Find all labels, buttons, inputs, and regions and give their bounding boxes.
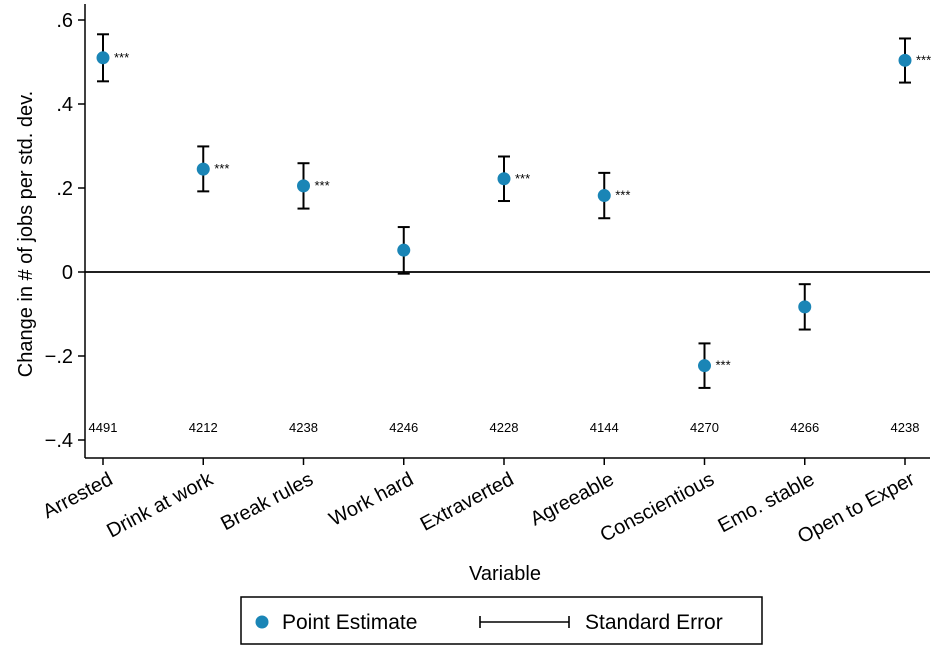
point-estimate	[597, 189, 611, 203]
point-estimate	[798, 300, 812, 314]
legend-point-marker	[255, 615, 269, 629]
significance-label: ***	[515, 171, 530, 186]
legend-point-label: Point Estimate	[282, 611, 417, 634]
y-axis-title: Change in # of jobs per std. dev.	[15, 91, 37, 377]
observation-count: 4246	[389, 420, 418, 435]
significance-label: ***	[315, 178, 330, 193]
x-tick-label: Drink at work	[103, 468, 217, 543]
point-estimate	[297, 179, 310, 193]
point-estimate	[196, 162, 210, 176]
observation-count: 4212	[189, 420, 218, 435]
observation-count: 4144	[590, 420, 619, 435]
y-tick-label: .6	[56, 10, 73, 32]
x-tick-label: Conscientious	[597, 468, 718, 546]
point-estimate	[698, 359, 711, 373]
observation-count: 4266	[790, 420, 819, 435]
legend: Point Estimate Standard Error	[240, 596, 763, 645]
y-tick-label: 0	[62, 262, 73, 284]
y-tick-label: .4	[56, 94, 73, 116]
point-estimate	[497, 172, 511, 186]
y-tick-label: .2	[56, 178, 73, 200]
legend-error-label: Standard Error	[585, 611, 723, 634]
observation-count: 4238	[289, 420, 318, 435]
point-estimate	[96, 51, 110, 65]
x-tick-label: Break rules	[217, 468, 317, 535]
x-tick-label: Agreeable	[527, 468, 618, 530]
y-tick-label: −.4	[45, 430, 73, 452]
observation-count: 4228	[490, 420, 519, 435]
point-estimate	[898, 53, 912, 67]
observation-count: 4270	[690, 420, 719, 435]
legend-box	[240, 596, 763, 645]
observation-count: 4491	[89, 420, 118, 435]
significance-label: ***	[214, 161, 229, 176]
y-tick-label: −.2	[45, 346, 73, 368]
x-tick-label: Extraverted	[417, 468, 518, 535]
observation-count: 4238	[891, 420, 920, 435]
plot-area: −.4 −.2 0 .2 .4 .6 Arrested *** 4491 Drink at wor…	[39, 4, 931, 548]
significance-label: ***	[615, 188, 630, 203]
x-axis-title: Variable	[469, 563, 541, 585]
significance-label: ***	[916, 52, 931, 67]
significance-label: ***	[716, 358, 731, 373]
x-tick-label: Work hard	[326, 468, 417, 531]
point-estimate	[397, 243, 411, 257]
x-tick-label: Arrested	[39, 468, 116, 523]
significance-label: ***	[114, 50, 129, 65]
